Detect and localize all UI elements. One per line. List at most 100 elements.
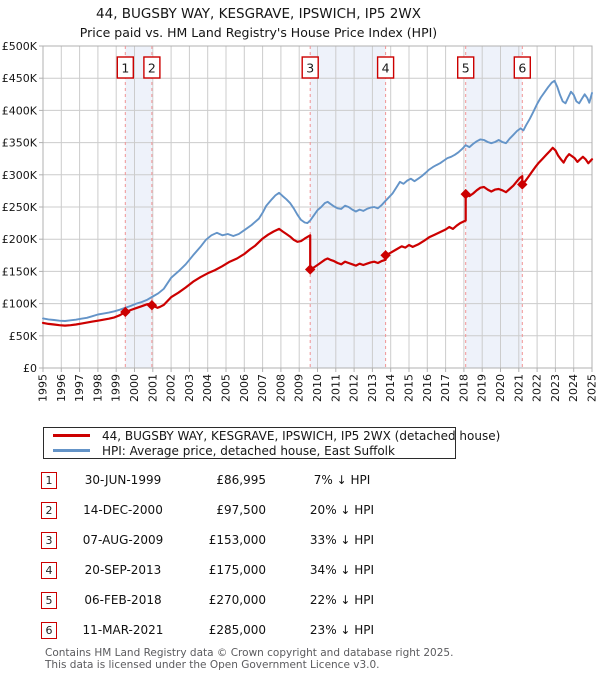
x-axis-label: 2016	[421, 374, 434, 402]
x-axis-label: 2017	[439, 374, 452, 402]
x-axis-label: 2014	[384, 374, 397, 402]
sale-number: 2	[148, 61, 156, 76]
sale-number-box	[513, 56, 531, 79]
sale-marker	[380, 250, 391, 261]
x-axis-label: 1996	[55, 374, 68, 402]
chart-legend: 44, BUGSBY WAY, KESGRAVE, IPSWICH, IP5 2…	[43, 427, 500, 459]
sale-price: £97,500	[216, 503, 266, 517]
x-axis-label: 2004	[201, 374, 214, 402]
y-axis-label: £100K	[2, 298, 38, 311]
y-axis-label: £300K	[2, 169, 38, 182]
sale-vs-hpi: 7% ↓ HPI	[313, 473, 371, 487]
sale-marker	[146, 300, 158, 311]
legend-label-hpi: HPI: Average price, detached house, East…	[102, 443, 395, 458]
y-axis-label: £350K	[2, 137, 38, 150]
x-axis-label: 1998	[91, 374, 104, 402]
sale-number-box	[376, 56, 395, 79]
sale-number-badge: 4	[41, 562, 57, 579]
x-axis-label: 2007	[256, 374, 269, 402]
sale-number-box	[116, 56, 135, 79]
page-subtitle: Price paid vs. HM Land Registry's House …	[79, 25, 438, 40]
legend-line-blue	[53, 449, 90, 452]
sale-vs-hpi: 33% ↓ HPI	[309, 533, 375, 547]
x-axis-label: 2002	[165, 374, 178, 402]
sale-number-box	[457, 56, 475, 79]
hpi-line	[42, 79, 593, 322]
x-axis-label: 2010	[311, 374, 324, 402]
sale-price: £153,000	[208, 533, 266, 547]
sale-price: £175,000	[208, 563, 266, 577]
x-axis-label: 2006	[238, 374, 251, 402]
y-axis-label: £150K	[2, 265, 38, 278]
x-axis-label: 2000	[128, 374, 141, 402]
x-axis-label: 2018	[457, 374, 470, 402]
price-history-chart: £0 £50K £100K £150K £200K £250K £300K £350K £400…	[2, 40, 599, 402]
sale-marker	[120, 306, 131, 318]
y-axis-label: £400K	[2, 104, 38, 117]
x-axis-label: 2011	[329, 374, 342, 402]
sale-number-box	[143, 56, 161, 79]
sale-date: 14-DEC-2000	[83, 503, 163, 517]
sale-number-badge: 2	[41, 502, 57, 519]
sale-number-badge: 5	[41, 592, 57, 609]
sale-number: 6	[518, 61, 526, 76]
footer-license-line1: Contains HM Land Registry data © Crown c…	[45, 647, 454, 659]
legend-line-red	[53, 434, 90, 437]
sale-number-badge: 6	[41, 622, 57, 639]
sale-vs-hpi: 20% ↓ HPI	[309, 503, 375, 517]
legend-item-price-paid: 44, BUGSBY WAY, KESGRAVE, IPSWICH, IP5 2…	[44, 429, 500, 443]
sale-date: 06-FEB-2018	[84, 593, 162, 607]
x-axis-label: 2021	[512, 374, 525, 402]
x-axis-label: 1999	[110, 374, 123, 402]
sale-number: 3	[306, 61, 314, 76]
x-axis-label: 2009	[293, 374, 306, 402]
x-axis-label: 1997	[73, 374, 86, 402]
sale-vs-hpi: 23% ↓ HPI	[309, 623, 375, 637]
sale-date: 20-SEP-2013	[84, 563, 162, 577]
table-row: 1 30-JUN-1999 £86,995 7% ↓ HPI	[0, 472, 600, 489]
table-row: 2 14-DEC-2000 £97,500 20% ↓ HPI	[0, 502, 600, 519]
sale-number: 1	[121, 61, 129, 76]
x-axis-label: 2005	[220, 374, 233, 402]
y-axis-label: £500K	[2, 40, 38, 53]
x-axis-label: 2003	[183, 374, 196, 402]
x-axis-label: 2025	[586, 374, 599, 402]
x-axis-label: 1995	[37, 374, 50, 402]
sale-marker	[304, 264, 316, 275]
sale-date: 11-MAR-2021	[82, 623, 164, 637]
x-axis-label: 2012	[348, 374, 361, 402]
y-axis-label: £450K	[2, 72, 38, 85]
x-axis-label: 2020	[494, 374, 507, 402]
table-row: 3 07-AUG-2009 £153,000 33% ↓ HPI	[0, 532, 600, 549]
x-axis-label: 2001	[146, 374, 159, 402]
sale-price: £270,000	[208, 593, 266, 607]
sale-vs-hpi: 22% ↓ HPI	[309, 593, 375, 607]
sale-date: 07-AUG-2009	[82, 533, 164, 547]
sale-marker	[517, 179, 528, 190]
y-axis-label: £200K	[2, 233, 38, 246]
y-axis-label: £50K	[9, 330, 38, 343]
sale-number-badge: 3	[41, 532, 57, 549]
sale-marker	[460, 188, 471, 200]
x-axis-label: 2008	[274, 374, 287, 402]
x-axis-label: 2024	[567, 374, 580, 402]
x-axis-label: 2013	[366, 374, 379, 402]
footer-license-line2: This data is licensed under the Open Gov…	[45, 658, 380, 671]
y-axis-label: £0	[23, 362, 37, 375]
sale-price: £285,000	[208, 623, 266, 637]
sale-number: 5	[462, 61, 470, 76]
sale-price: £86,995	[216, 473, 266, 487]
footer-license: Contains HM Land Registry data © Crown c…	[45, 647, 454, 671]
x-axis-label: 2015	[403, 374, 416, 402]
sale-number-badge: 1	[41, 472, 57, 489]
y-axis-label: £250K	[2, 201, 38, 214]
x-axis-label: 2023	[549, 374, 562, 402]
legend-item-hpi: HPI: Average price, detached house, East…	[44, 443, 455, 458]
table-row: 4 20-SEP-2013 £175,000 34% ↓ HPI	[0, 562, 600, 579]
page-title: 44, BUGSBY WAY, KESGRAVE, IPSWICH, IP5 2…	[96, 6, 421, 22]
sale-vs-hpi: 34% ↓ HPI	[309, 563, 375, 577]
sale-date: 30-JUN-1999	[84, 473, 162, 487]
table-row: 5 06-FEB-2018 £270,000 22% ↓ HPI	[0, 592, 600, 609]
x-axis-label: 2022	[531, 374, 544, 402]
